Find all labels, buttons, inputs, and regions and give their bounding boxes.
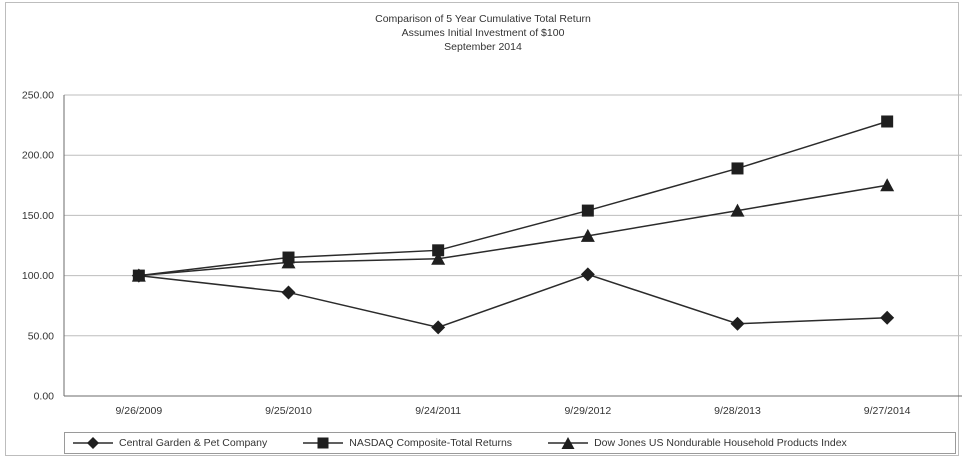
marker-square (731, 162, 744, 175)
chart-subtitle-line-1: Assumes Initial Investment of $100 (401, 27, 565, 39)
legend-item-nasdaq: NASDAQ Composite-Total Returns (301, 436, 512, 450)
x-tick-label: 9/27/2014 (864, 405, 911, 417)
x-tick-label: 9/29/2012 (564, 405, 611, 417)
x-tick-label: 9/24/2011 (415, 405, 461, 417)
x-tick-label: 9/28/2013 (714, 405, 761, 417)
legend-item-central-garden: Central Garden & Pet Company (71, 436, 267, 450)
legend-swatch-triangle (548, 437, 589, 449)
y-tick-label: 100.00 (22, 270, 54, 282)
chart-titles: Comparison of 5 Year Cumulative Total Re… (0, 12, 966, 54)
series-line-diamond (138, 273, 888, 329)
marker-diamond (281, 285, 296, 300)
marker-diamond (431, 320, 446, 335)
marker-square (881, 115, 894, 128)
y-tick-label: 0.00 (34, 391, 55, 403)
series-line-triangle (138, 184, 888, 277)
chart-title: Comparison of 5 Year Cumulative Total Re… (375, 13, 591, 25)
marker-diamond (880, 310, 895, 325)
legend-label-central-garden: Central Garden & Pet Company (119, 437, 268, 449)
marker-triangle (281, 255, 296, 269)
y-tick-label: 50.00 (28, 330, 54, 342)
legend-label-dow-jones: Dow Jones US Nondurable Household Produc… (594, 437, 847, 449)
legend-swatch-diamond (73, 437, 113, 449)
legend-item-dow-jones: Dow Jones US Nondurable Household Produc… (546, 436, 847, 450)
y-tick-label: 250.00 (22, 90, 54, 102)
marker-square (581, 204, 594, 217)
marker-diamond (580, 267, 595, 282)
marker-triangle (580, 228, 595, 242)
marker-triangle (431, 251, 446, 265)
marker-triangle (730, 203, 745, 217)
x-tick-label: 9/26/2009 (115, 405, 162, 417)
marker-triangle (880, 178, 895, 192)
chart-legend: Central Garden & Pet Company NASDAQ Comp… (64, 432, 956, 454)
chart-frame (5, 2, 959, 456)
legend-swatch-square (303, 437, 344, 449)
y-tick-label: 150.00 (22, 210, 54, 222)
marker-square (432, 244, 445, 257)
chart-subtitle-line-2: September 2014 (444, 41, 522, 53)
legend-label-nasdaq: NASDAQ Composite-Total Returns (349, 437, 513, 449)
marker-triangle (131, 268, 146, 282)
x-tick-label: 9/25/2010 (265, 405, 312, 417)
series-line-square (138, 120, 888, 277)
marker-diamond (730, 316, 745, 331)
y-tick-label: 200.00 (22, 150, 54, 162)
